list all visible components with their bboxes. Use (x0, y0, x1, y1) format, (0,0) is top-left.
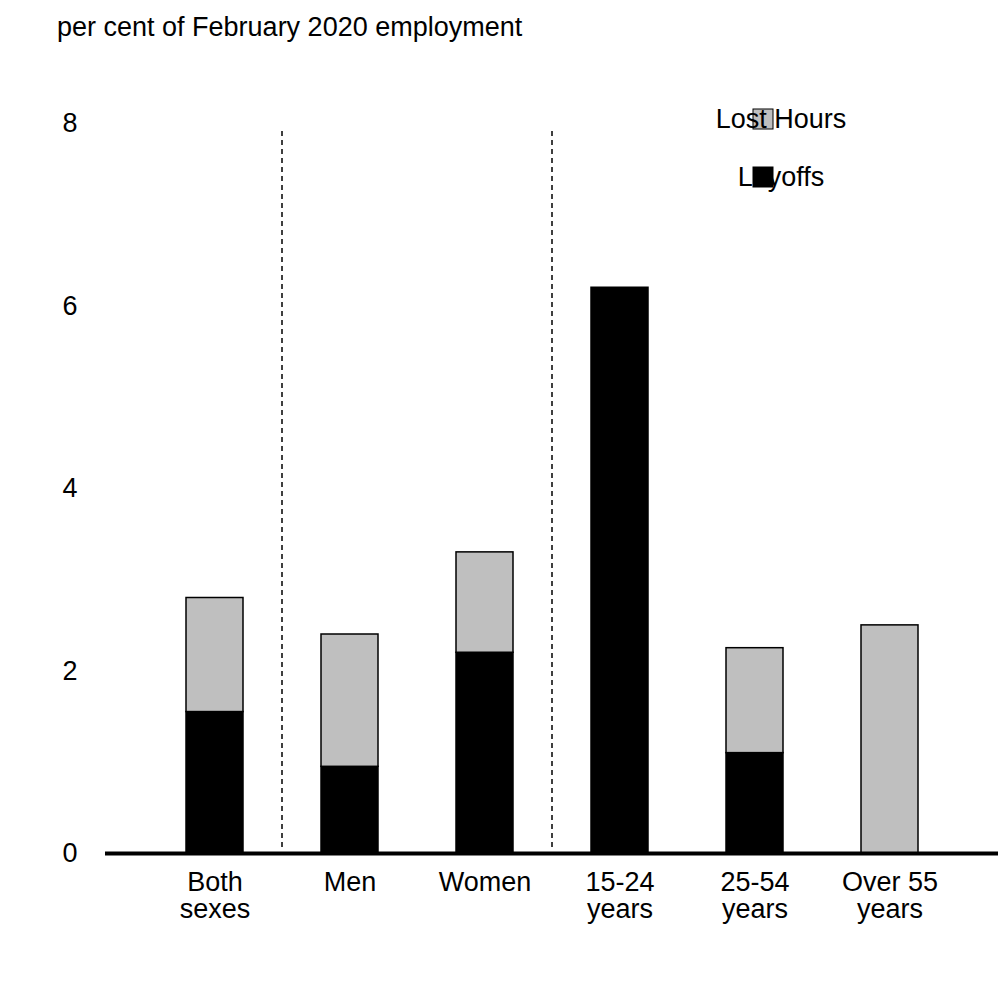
svg-text:6: 6 (62, 291, 77, 321)
svg-text:Men: Men (324, 867, 377, 897)
svg-text:Women: Women (439, 867, 532, 897)
svg-text:Layoffs: Layoffs (738, 162, 825, 192)
svg-text:Bothsexes: Bothsexes (180, 867, 251, 924)
svg-text:0: 0 (62, 838, 77, 868)
html-text:per cent of February 2020 empl: per cent of February 2020 employment (57, 12, 523, 42)
svg-text:25-54years: 25-54years (720, 867, 789, 924)
svg-text:8: 8 (62, 108, 77, 138)
svg-text:Lost Hours: Lost Hours (716, 104, 847, 134)
svg-text:15-24years: 15-24years (585, 867, 654, 924)
svg-text:Over 55years: Over 55years (842, 867, 938, 924)
svg-text:4: 4 (62, 473, 77, 503)
svg-text:2: 2 (62, 656, 77, 686)
